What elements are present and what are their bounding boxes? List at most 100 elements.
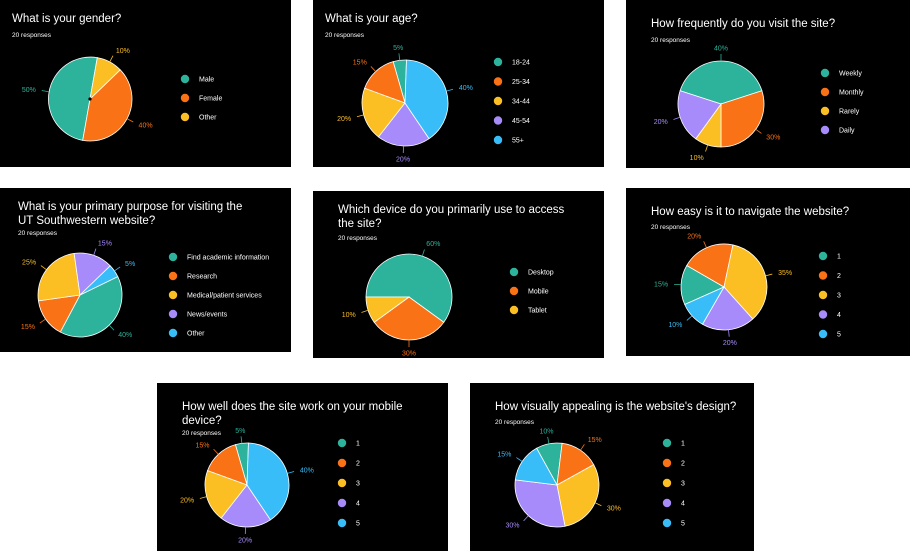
slice-percent-label: 40%	[118, 332, 132, 339]
legend-label: Female	[199, 96, 222, 103]
legend-swatch	[180, 112, 190, 122]
slice-percent-label: 15%	[654, 282, 668, 289]
legend-swatch	[337, 438, 347, 448]
leader-line	[213, 448, 219, 455]
legend-label: Weekly	[839, 71, 862, 78]
pie-slice-45-54	[377, 102, 430, 147]
chart-title: How frequently do you visit the site?	[651, 18, 836, 30]
leader-line	[673, 116, 681, 120]
slice-percent-label: 30%	[766, 134, 780, 141]
legend-label: 1	[681, 441, 685, 448]
legend-label: 1	[837, 254, 841, 261]
legend-swatch	[662, 518, 672, 528]
leader-line	[523, 515, 529, 522]
slice-percent-label: 40%	[300, 467, 314, 474]
leader-line	[705, 144, 709, 152]
leader-line	[755, 128, 762, 134]
leader-line	[93, 248, 97, 256]
chart-card-gender: What is your gender? 20 responses 50% 40%…	[0, 0, 291, 167]
legend-label: 5	[356, 521, 360, 528]
responses-count: 20 responses	[18, 230, 58, 237]
responses-count: 20 responses	[12, 32, 52, 39]
legend-label: 2	[356, 461, 360, 468]
pie-slice-5	[514, 447, 558, 486]
pie-slice-5	[246, 442, 290, 521]
legend-swatch	[493, 135, 503, 145]
legend-label: 4	[681, 501, 685, 508]
legend-label: Monthly	[839, 90, 864, 97]
legend-swatch	[509, 305, 519, 315]
pie-center-dot	[88, 97, 92, 101]
chart-title: Which device do you primarily use to acc…	[338, 204, 565, 230]
leader-line	[199, 496, 207, 499]
leader-line	[446, 88, 454, 92]
legend-swatch	[818, 310, 828, 319]
pie-slice-34-44	[361, 87, 406, 138]
slice-percent-label: 15%	[195, 442, 209, 449]
pie-slice-female	[82, 69, 133, 142]
leader-line	[39, 318, 46, 324]
legend-swatch	[168, 290, 178, 300]
leader-line	[516, 457, 523, 462]
legend-swatch	[820, 125, 830, 135]
slice-percent-label: 10%	[342, 312, 356, 319]
slice-percent-label: 40%	[714, 46, 728, 53]
legend-swatch	[662, 498, 672, 508]
chart-title: How well does the site work on your mobi…	[182, 401, 403, 427]
leader-line	[41, 90, 49, 93]
slice-percent-label: 20%	[238, 537, 252, 544]
leader-line	[686, 315, 693, 321]
legend-label: Desktop	[528, 270, 554, 277]
legend-label: 25-34	[512, 79, 530, 86]
legend-label: 3	[681, 481, 685, 488]
legend-swatch	[818, 271, 828, 280]
pie-chart-gender: 50% 40% 10% Male Female Other	[22, 48, 222, 142]
leader-line	[728, 329, 730, 337]
legend-label: Find academic information	[187, 255, 269, 262]
slice-percent-label: 40%	[139, 122, 153, 129]
leader-line	[108, 324, 115, 331]
leader-line	[594, 502, 602, 507]
legend-swatch	[337, 518, 347, 528]
pie-chart-frequency: 40% 30% 10% 20% Weekly Monthly Rarely Daily	[654, 46, 864, 162]
slice-percent-label: 40%	[459, 85, 473, 92]
legend-swatch	[168, 252, 178, 262]
leader-line	[421, 249, 425, 257]
legend-label: 4	[837, 312, 841, 319]
pie-slice-find-academic-information	[59, 276, 123, 338]
leader-line	[361, 309, 369, 313]
pie-slice-other	[89, 57, 121, 101]
pie-slice-medical-patient-services	[37, 252, 81, 302]
chart-card-purpose: What is your primary purpose for visitin…	[0, 188, 291, 352]
legend-swatch	[509, 286, 519, 296]
slice-percent-label: 15%	[353, 60, 367, 67]
legend-swatch	[662, 438, 672, 448]
chart-card-navigation: How easy is it to navigate the website? …	[626, 188, 910, 356]
slice-percent-label: 20%	[180, 498, 194, 505]
responses-count: 20 responses	[651, 224, 691, 231]
slice-percent-label: 30%	[607, 506, 621, 513]
slice-percent-label: 30%	[505, 523, 519, 530]
slice-percent-label: 5%	[393, 45, 403, 52]
legend-label: News/events	[187, 312, 228, 319]
legend-label: Medical/patient services	[187, 293, 262, 300]
leader-line	[114, 266, 121, 272]
legend-label: 55+	[512, 138, 524, 145]
legend-label: 5	[681, 521, 685, 528]
legend-swatch	[337, 498, 347, 508]
pie-chart-purpose: 40% 15% 25% 15% 5% Find academic information R…	[21, 240, 269, 339]
pie-chart-mobile: 5% 15% 20% 20% 40% 1 2 3 4 5	[180, 428, 360, 545]
slice-percent-label: 20%	[723, 340, 737, 347]
legend-swatch	[168, 271, 178, 281]
slice-percent-label: 10%	[116, 48, 130, 55]
slice-percent-label: 20%	[337, 116, 351, 123]
legend-label: 1	[356, 441, 360, 448]
legend-swatch	[820, 106, 830, 116]
slice-percent-label: 20%	[654, 119, 668, 126]
legend-label: Male	[199, 77, 214, 84]
pie-chart-design: 10% 15% 30% 30% 15% 1 2 3 4 5	[497, 429, 685, 530]
responses-count: 20 responses	[182, 430, 222, 437]
legend-swatch	[820, 68, 830, 78]
legend-label: 45-54	[512, 118, 530, 125]
leader-line	[398, 53, 401, 61]
